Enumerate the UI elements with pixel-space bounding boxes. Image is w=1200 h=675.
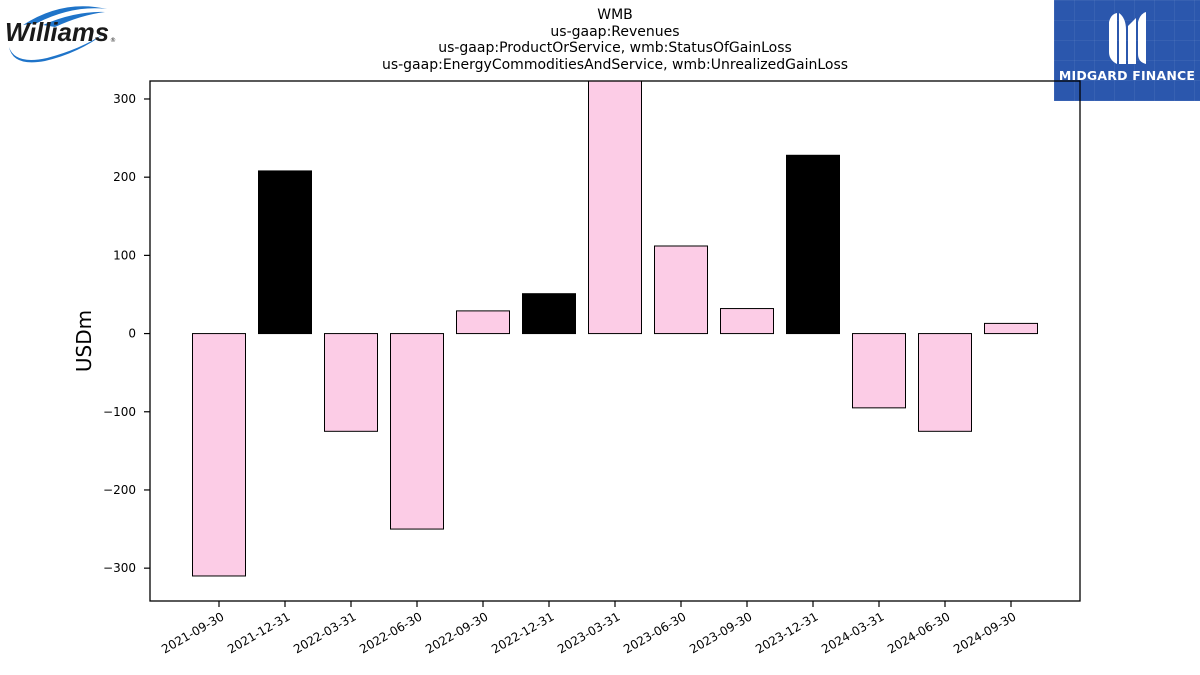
bar [192,333,246,577]
bar [984,322,1038,335]
y-tick-label: −300 [103,561,136,575]
chart-title-line-2: us-gaap:Revenues [550,23,680,40]
bar [324,333,378,432]
x-tick-label: 2021-09-30 [159,609,226,656]
y-tick-label: −200 [103,483,136,497]
bar [522,293,576,335]
y-tick-label: 100 [113,248,136,262]
midgard-finance-logo: MIDGARD FINANCE [1054,0,1200,101]
midgard-logo-mark-icon [1109,12,1146,64]
y-tick-label: 0 [128,327,136,341]
midgard-logo-text: MIDGARD FINANCE [1058,68,1196,83]
x-tick-label: 2021-12-31 [225,609,292,656]
bar [588,81,642,335]
williams-logo-swoosh-top [23,6,107,25]
chart-title-line-4: us-gaap:EnergyCommoditiesAndService, wmb… [381,56,849,73]
x-tick-label: 2022-09-30 [423,609,490,656]
bar [654,245,708,335]
williams-logo-swoosh-mid [43,11,105,27]
bar [786,154,840,335]
bar [390,333,444,530]
chart-title-line-1: WMB [597,7,633,23]
x-tick-label: 2023-06-30 [621,609,688,656]
chart-title-line-3: us-gaap:ProductOrService, wmb:StatusOfGa… [438,40,792,56]
bar [720,308,774,335]
bar [852,333,906,409]
bar [918,333,972,432]
x-tick-label: 2022-12-31 [489,609,556,656]
x-tick-label: 2022-06-30 [357,609,424,656]
williams-logo-registered: ® [110,37,116,44]
x-tick-label: 2023-12-31 [753,609,820,656]
x-tick-label: 2023-03-31 [555,609,622,656]
x-tick-label: 2023-09-30 [687,609,754,656]
x-tick-label: 2024-09-30 [951,609,1018,656]
y-tick-label: 200 [113,170,136,184]
x-tick-label: 2024-03-31 [819,609,886,656]
williams-logo-swoosh-bottom [9,33,105,63]
y-tick-label: −100 [103,405,136,419]
bar [456,310,510,335]
y-tick-label: 300 [113,92,136,106]
x-tick-label: 2022-03-31 [291,609,358,656]
williams-logo-text: Williams [5,17,109,47]
bar [258,170,312,335]
y-axis-label: USDm [72,310,96,372]
x-tick-label: 2024-06-30 [885,609,952,656]
chart-title: WMB us-gaap:Revenues us-gaap:ProductOrSe… [150,7,1080,73]
williams-logo: Williams ® [5,6,116,63]
